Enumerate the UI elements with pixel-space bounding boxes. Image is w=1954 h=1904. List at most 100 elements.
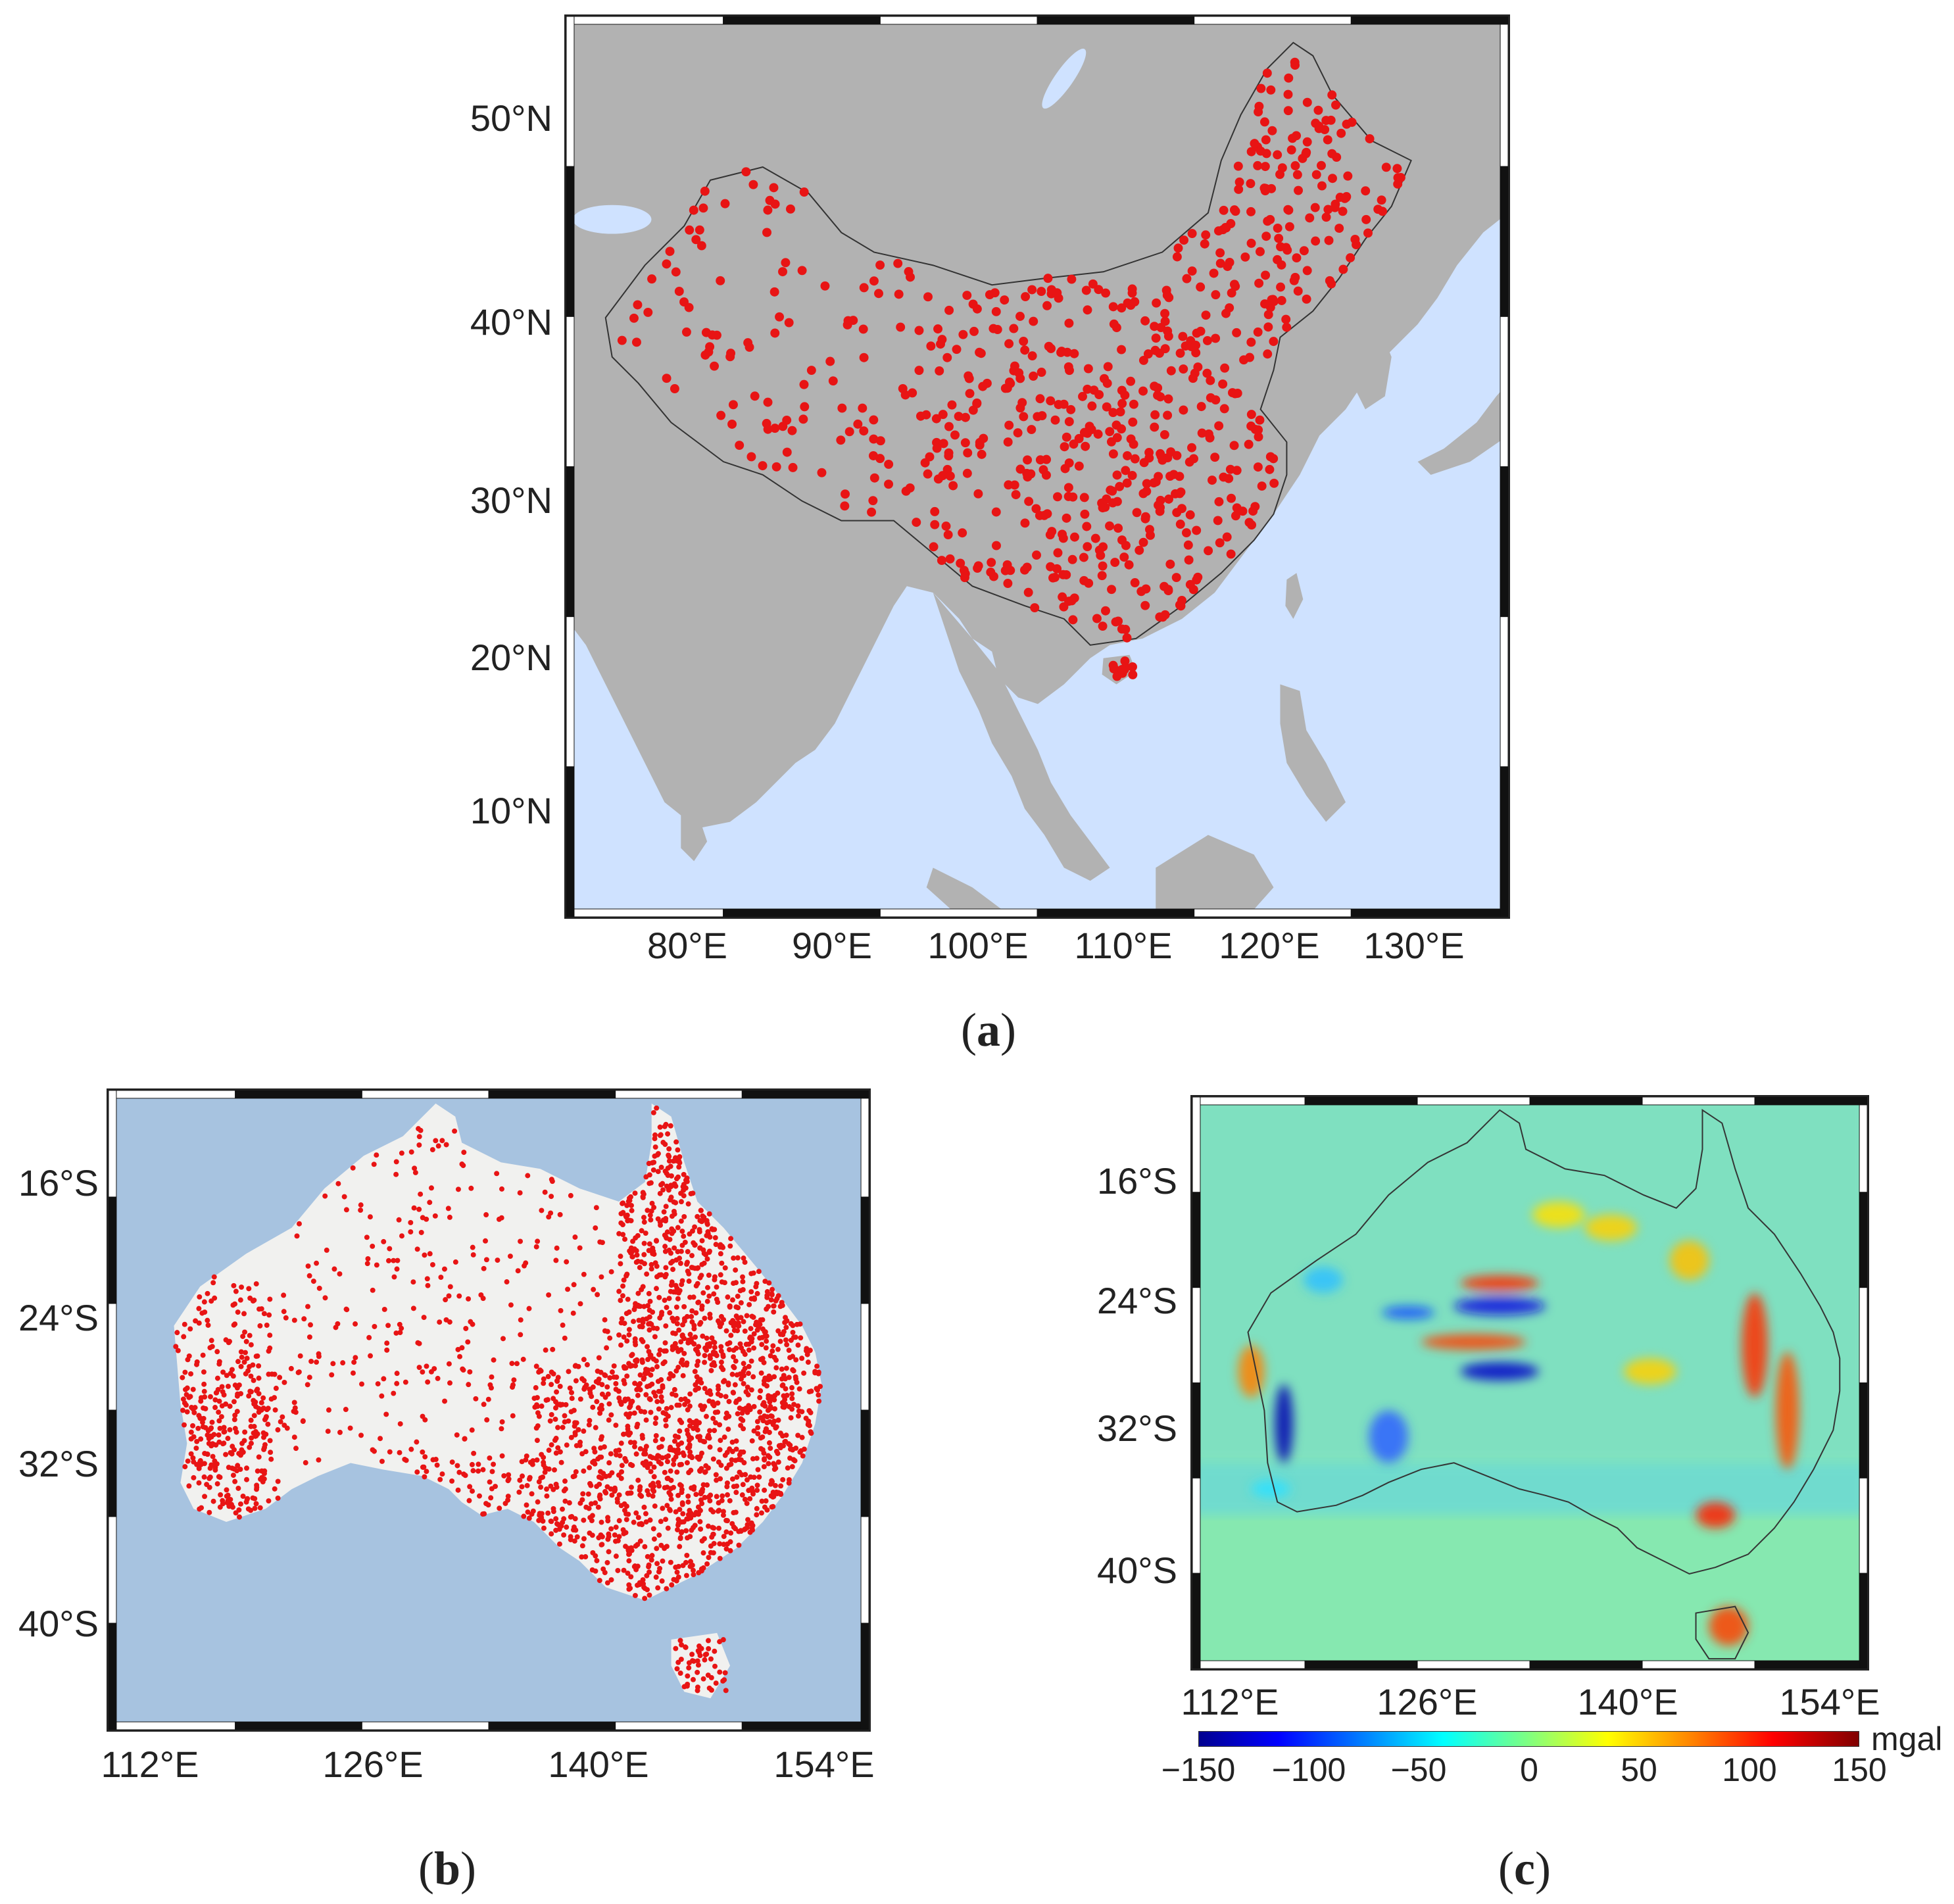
station-point: [459, 1161, 465, 1167]
station-point: [687, 1231, 693, 1237]
station-point: [433, 1138, 439, 1144]
station-point: [714, 1284, 720, 1290]
station-point: [185, 1357, 191, 1363]
station-point: [462, 1436, 468, 1442]
station-point: [240, 1334, 246, 1339]
station-point: [675, 1348, 681, 1354]
station-point: [637, 1446, 643, 1452]
station-point: [1062, 513, 1071, 523]
station-point: [648, 1469, 654, 1475]
x-tick-label: 110°E: [1074, 925, 1173, 966]
station-point: [604, 1484, 610, 1490]
station-point: [698, 1497, 704, 1503]
station-point: [1021, 292, 1031, 302]
station-point: [1302, 137, 1312, 147]
station-point: [673, 1509, 679, 1515]
station-point: [1129, 399, 1138, 409]
station-point: [533, 1385, 539, 1390]
station-point: [696, 241, 706, 251]
station-point: [761, 1400, 767, 1405]
station-point: [686, 1665, 692, 1671]
station-point: [658, 1444, 664, 1450]
y-tick-label: 10°N: [470, 790, 552, 831]
station-point: [717, 1555, 723, 1561]
station-point: [517, 1190, 523, 1196]
station-point: [573, 1378, 579, 1384]
station-point: [220, 1501, 226, 1507]
station-point: [786, 1441, 792, 1447]
station-point: [679, 1519, 685, 1525]
station-point: [619, 1316, 625, 1322]
station-point: [751, 1345, 757, 1351]
station-point: [205, 1317, 210, 1323]
station-point: [196, 1306, 202, 1311]
station-point: [700, 186, 710, 196]
station-point: [620, 1283, 626, 1289]
station-point: [929, 542, 939, 552]
station-point: [666, 1376, 672, 1382]
station-point: [741, 1426, 746, 1432]
station-point: [828, 376, 838, 386]
station-point: [1053, 548, 1063, 558]
station-point: [272, 1395, 278, 1401]
station-point: [375, 1381, 381, 1387]
station-point: [1226, 549, 1236, 559]
station-point: [1067, 274, 1077, 284]
station-point: [1064, 318, 1074, 328]
station-point: [859, 353, 869, 362]
station-point: [539, 1452, 545, 1457]
station-point: [212, 1461, 218, 1467]
station-point: [718, 1359, 724, 1365]
station-point: [962, 468, 972, 478]
australia-coastline: [1247, 1109, 1841, 1575]
station-point: [322, 1193, 328, 1199]
station-point: [587, 1417, 593, 1423]
station-point: [698, 1273, 704, 1279]
station-point: [677, 1507, 683, 1513]
station-point: [741, 1361, 746, 1367]
station-point: [1027, 425, 1037, 435]
station-point: [471, 1450, 477, 1456]
station-point: [713, 1242, 719, 1248]
station-point: [671, 267, 681, 277]
station-point: [660, 1217, 666, 1223]
station-point: [760, 1317, 766, 1323]
station-point: [1284, 73, 1294, 83]
station-point: [278, 1419, 283, 1425]
station-point: [439, 1138, 445, 1144]
station-point: [762, 1428, 768, 1434]
station-point: [231, 1322, 237, 1328]
station-point: [1030, 603, 1040, 613]
station-point: [785, 1465, 791, 1471]
station-point: [548, 1210, 554, 1216]
station-point: [754, 1487, 760, 1493]
station-point: [207, 1345, 213, 1351]
station-point: [280, 1414, 285, 1420]
station-point: [681, 1193, 687, 1199]
station-point: [746, 1302, 752, 1307]
station-point: [1215, 258, 1225, 268]
station-point: [1063, 362, 1073, 372]
station-point: [706, 1293, 712, 1299]
station-point: [642, 1586, 648, 1592]
gravity-map-svg: [1192, 1097, 1867, 1669]
station-point: [754, 1419, 760, 1425]
station-point: [751, 1428, 757, 1434]
station-point: [188, 1436, 194, 1442]
station-point: [252, 1505, 258, 1511]
station-point: [1183, 540, 1193, 550]
station-point: [643, 1231, 648, 1236]
station-point: [662, 1340, 668, 1346]
station-point: [781, 258, 791, 268]
station-point: [1317, 160, 1326, 170]
station-point: [476, 1468, 481, 1474]
station-point: [1138, 537, 1148, 547]
station-point: [645, 1553, 650, 1559]
station-point: [1179, 405, 1188, 415]
station-point: [565, 1286, 571, 1292]
station-point: [1067, 554, 1077, 564]
station-point: [750, 1374, 756, 1380]
station-point: [608, 1269, 614, 1275]
station-point: [712, 1663, 718, 1669]
station-point: [958, 330, 968, 339]
